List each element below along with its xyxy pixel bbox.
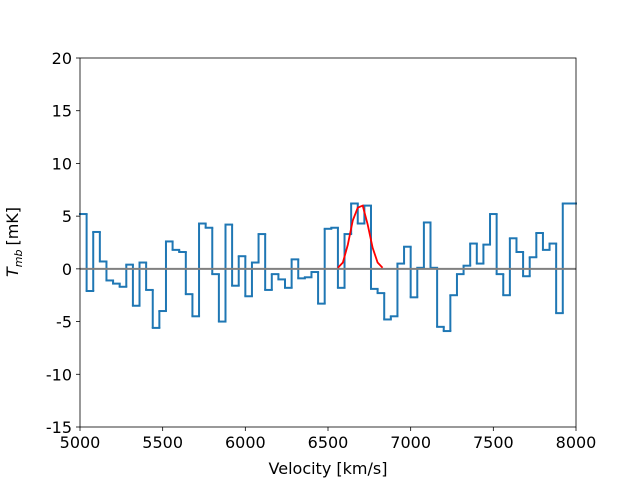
x-tick-label: 5500: [142, 433, 183, 452]
x-tick-label: 8000: [556, 433, 597, 452]
y-axis-label: Tmb [mK]: [3, 207, 25, 277]
y-label-symbol: T: [3, 266, 22, 277]
x-tick-label: 6000: [225, 433, 266, 452]
y-tick-label: -15: [46, 418, 72, 437]
fit-line: [337, 204, 384, 269]
y-tick-label: -10: [46, 365, 72, 384]
x-tick-label: 6500: [308, 433, 349, 452]
y-tick-label: 5: [62, 207, 72, 226]
y-label-unit: [mK]: [3, 207, 22, 246]
y-tick-label: 20: [52, 49, 72, 68]
y-tick-label: 15: [52, 102, 72, 121]
x-tick-label: 7000: [390, 433, 431, 452]
y-tick-label: 10: [52, 154, 72, 173]
y-label-subscript: mb: [12, 250, 25, 268]
x-axis-label: Velocity [km/s]: [269, 459, 388, 478]
y-tick-label: -5: [56, 313, 72, 332]
x-tick-label: 7500: [473, 433, 514, 452]
x-tick-label: 5000: [60, 433, 101, 452]
plot-frame: [79, 57, 577, 428]
y-tick-label: 0: [62, 260, 72, 279]
